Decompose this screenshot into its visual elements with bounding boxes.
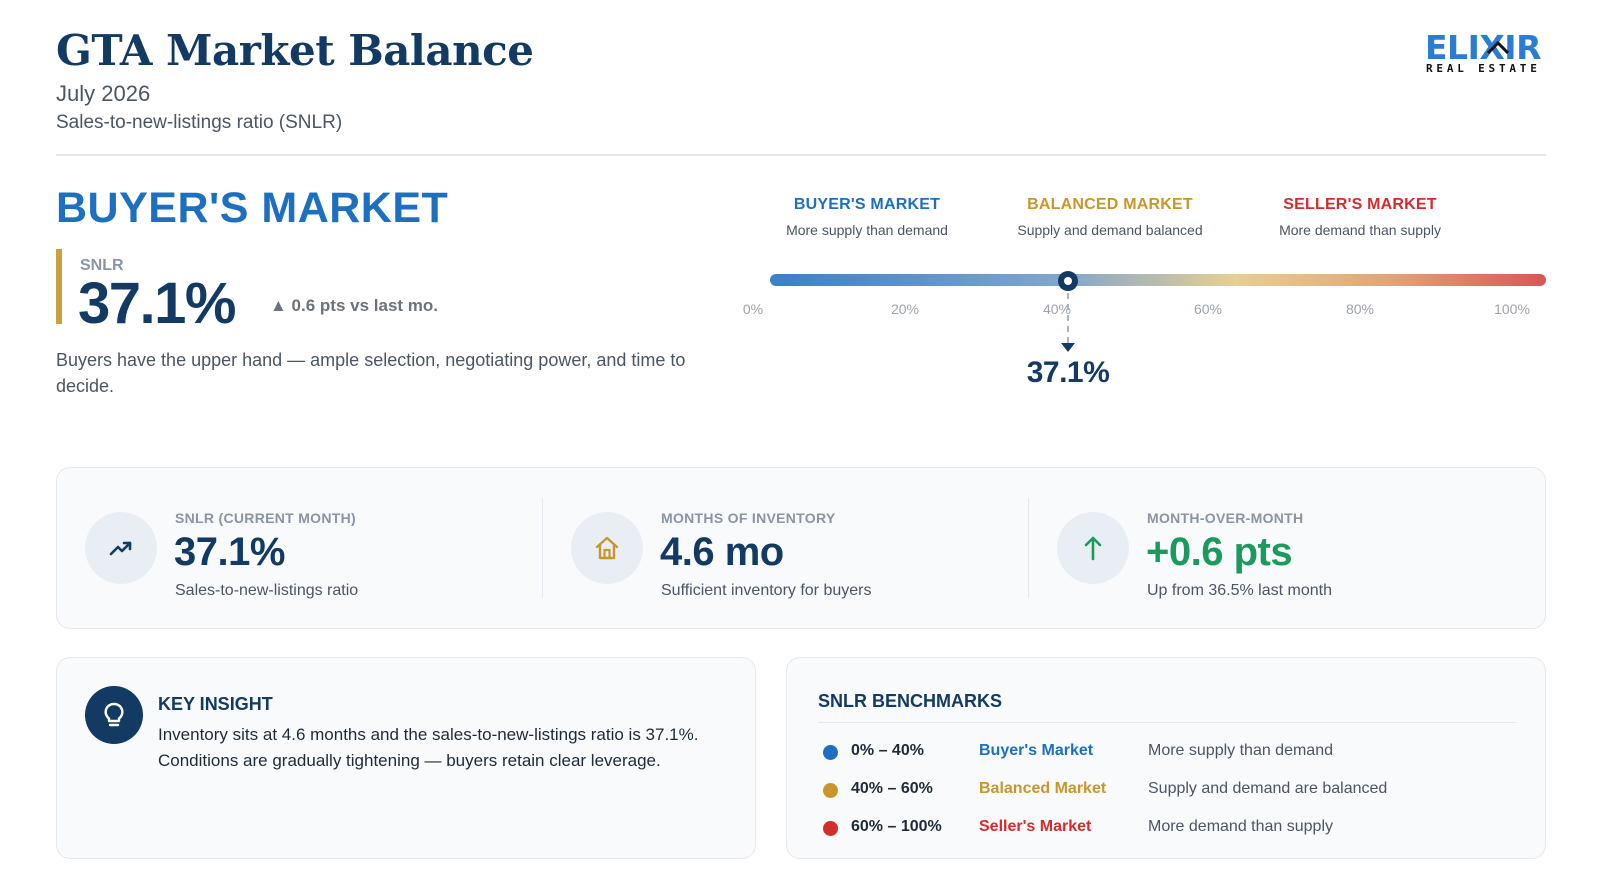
gauge-zone-buyer: BUYER'S MARKET More supply than demand: [747, 196, 987, 238]
benchmarks-title: SNLR BENCHMARKS: [818, 691, 1002, 711]
benchmark-dot: [823, 745, 838, 760]
benchmark-range: 40% – 60%: [851, 780, 933, 797]
gauge-marker-value: 37.1%: [1026, 356, 1110, 389]
zone-subtitle: More demand than supply: [1279, 222, 1441, 238]
page-title: GTA Market Balance: [56, 26, 534, 75]
market-description: Buyers have the upper hand — ample selec…: [56, 350, 686, 396]
stat-inventory: MONTHS OF INVENTORY 4.6 mo Sufficient in…: [543, 468, 1039, 628]
logo-wordmark: ELIXIR: [1425, 28, 1541, 67]
stat-month-over-month: MONTH-OVER-MONTH +0.6 pts Up from 36.5% …: [1029, 468, 1525, 628]
zone-title: SELLER'S MARKET: [1283, 196, 1437, 213]
trend-up-icon: [85, 512, 157, 584]
gauge-tick: 40%: [1042, 301, 1072, 317]
gauge-tick: 80%: [1345, 301, 1375, 317]
page-subtitle: Sales-to-new-listings ratio (SNLR): [56, 112, 343, 133]
benchmark-name: Seller's Market: [979, 818, 1092, 835]
stat-label: MONTHS OF INVENTORY: [661, 510, 836, 526]
key-insight-card: KEY INSIGHT Inventory sits at 4.6 months…: [56, 657, 756, 859]
zone-title: BALANCED MARKET: [1027, 196, 1193, 213]
gauge-zone-balanced: BALANCED MARKET Supply and demand balanc…: [990, 196, 1230, 238]
report-date: July 2026: [56, 81, 151, 106]
gauge-tick: 60%: [1193, 301, 1223, 317]
gauge-zone-seller: SELLER'S MARKET More demand than supply: [1240, 196, 1480, 238]
benchmark-row: 60% – 100% Seller's Market More demand t…: [823, 816, 1523, 840]
benchmark-desc: Supply and demand are balanced: [1148, 780, 1388, 797]
stat-divider: [1028, 498, 1029, 598]
benchmark-range: 0% – 40%: [851, 742, 924, 759]
gauge-tick: 0%: [742, 301, 764, 317]
arrow-up-icon: [1057, 512, 1129, 584]
benchmark-dot: [823, 821, 838, 836]
gauge-tick: 20%: [890, 301, 920, 317]
benchmark-desc: More supply than demand: [1148, 742, 1333, 759]
benchmarks-divider: [818, 722, 1516, 723]
snlr-value: 37.1%: [78, 271, 236, 336]
gauge-marker-line: [1067, 293, 1069, 343]
zone-subtitle: More supply than demand: [786, 222, 948, 238]
insight-title: KEY INSIGHT: [158, 694, 273, 714]
stat-value: 4.6 mo: [660, 530, 784, 574]
insight-body: Inventory sits at 4.6 months and the sal…: [158, 725, 699, 770]
header-divider: [56, 154, 1546, 156]
gauge-tick: 100%: [1494, 301, 1530, 317]
stat-note: Sales-to-new-listings ratio: [175, 582, 359, 599]
snlr-label: SNLR: [80, 257, 124, 274]
benchmark-row: 40% – 60% Balanced Market Supply and dem…: [823, 778, 1523, 802]
gauge-marker: [1058, 271, 1078, 291]
elixir-logo: ELIXIR REAL ESTATE: [1425, 30, 1547, 80]
status-accent-bar: [56, 249, 62, 324]
market-status-title: BUYER'S MARKET: [56, 184, 449, 232]
stat-label: MONTH-OVER-MONTH: [1147, 510, 1304, 526]
stat-note: Sufficient inventory for buyers: [661, 582, 872, 599]
benchmark-row: 0% – 40% Buyer's Market More supply than…: [823, 740, 1523, 764]
house-icon: [571, 512, 643, 584]
stat-divider: [542, 498, 543, 598]
stat-value: +0.6 pts: [1146, 530, 1293, 574]
market-gauge: BUYER'S MARKET More supply than demand B…: [743, 190, 1550, 410]
benchmark-name: Buyer's Market: [979, 742, 1094, 759]
snlr-change: ▲ 0.6 pts vs last mo.: [270, 296, 438, 315]
benchmark-name: Balanced Market: [979, 780, 1107, 797]
stat-label: SNLR (CURRENT MONTH): [175, 510, 356, 526]
benchmark-dot: [823, 783, 838, 798]
gauge-marker-arrow: [1061, 343, 1075, 352]
zone-title: BUYER'S MARKET: [793, 196, 941, 213]
lightbulb-icon: [85, 686, 143, 744]
stat-value: 37.1%: [174, 530, 285, 574]
stats-panel: SNLR (CURRENT MONTH) 37.1% Sales-to-new-…: [56, 467, 1546, 629]
zone-subtitle: Supply and demand balanced: [1017, 222, 1203, 238]
stat-snlr: SNLR (CURRENT MONTH) 37.1% Sales-to-new-…: [57, 468, 553, 628]
gauge-track: [770, 274, 1546, 286]
benchmark-desc: More demand than supply: [1148, 818, 1333, 835]
logo-tagline: REAL ESTATE: [1426, 62, 1541, 75]
stat-note: Up from 36.5% last month: [1147, 582, 1332, 599]
benchmark-range: 60% – 100%: [851, 818, 942, 835]
roof-icon: [1487, 40, 1509, 54]
benchmarks-card: SNLR BENCHMARKS 0% – 40% Buyer's Market …: [786, 657, 1546, 859]
